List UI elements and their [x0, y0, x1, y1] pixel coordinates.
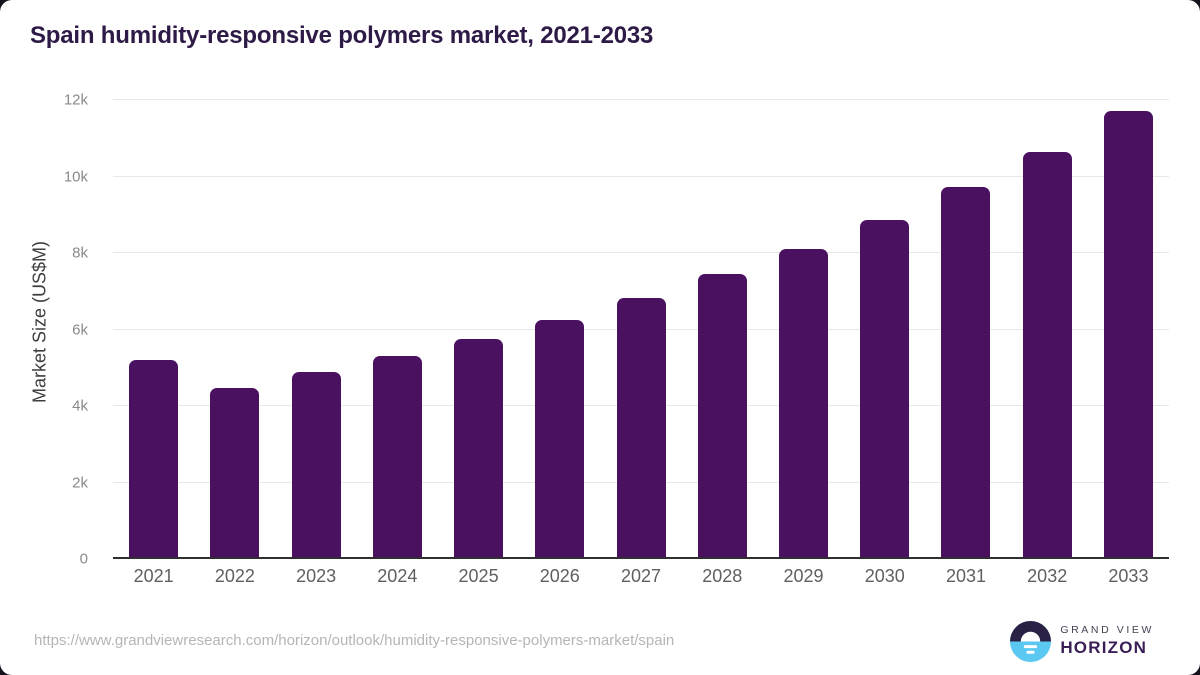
bar-slot-2030 [844, 100, 925, 559]
bar-2028[interactable] [697, 273, 747, 559]
x-label-2021: 2021 [133, 566, 174, 586]
bar-2030[interactable] [860, 219, 910, 559]
x-axis-line [113, 557, 1169, 559]
bar-slot-2026 [519, 100, 600, 559]
bar-2021[interactable] [129, 360, 179, 559]
bar-slot-2024 [357, 100, 438, 559]
y-tick-8k: 8k [72, 244, 88, 262]
horizon-sun-icon [1010, 621, 1052, 662]
bar-2024[interactable] [372, 355, 422, 559]
bar-slot-2033 [1088, 100, 1169, 559]
bar-2031[interactable] [941, 187, 991, 559]
bar-2026[interactable] [535, 319, 585, 559]
plot-area [113, 99, 1169, 559]
y-axis-ticks: 0 2k 4k 6k 8k 10k 12k [0, 92, 100, 568]
gridline-10k [113, 175, 1169, 177]
bar-slot-2032 [1007, 100, 1088, 559]
y-tick-2k: 2k [72, 474, 88, 492]
bar-slot-2022 [194, 100, 275, 559]
bar-2023[interactable] [291, 372, 341, 559]
logo-horizon-label: HORIZON [1060, 637, 1148, 657]
x-label-2027: 2027 [621, 566, 662, 586]
x-label-2025: 2025 [458, 566, 499, 586]
source-url: https://www.grandviewresearch.com/horizo… [34, 632, 675, 649]
bar-slot-2028 [682, 100, 763, 559]
x-label-2029: 2029 [783, 566, 824, 586]
x-label-2031: 2031 [945, 566, 986, 586]
bar-2032[interactable] [1022, 151, 1072, 559]
x-label-2030: 2030 [864, 566, 905, 586]
logo-grand-view-label: GRAND VIEW [1060, 624, 1154, 637]
bar-slot-2023 [275, 100, 356, 559]
bar-slot-2027 [600, 100, 681, 559]
y-tick-6k: 6k [72, 321, 88, 338]
x-label-2026: 2026 [539, 566, 580, 586]
x-label-2033: 2033 [1108, 566, 1149, 586]
bar-slot-2025 [438, 100, 519, 559]
bar-2027[interactable] [616, 298, 666, 559]
bar-2029[interactable] [778, 249, 828, 559]
gridline-12k [113, 99, 1169, 100]
chart-title: Spain humidity-responsive polymers marke… [30, 22, 654, 49]
grand-view-horizon-logo: GRAND VIEW HORIZON [1010, 621, 1154, 662]
x-label-2022: 2022 [214, 566, 255, 586]
y-tick-0: 0 [79, 550, 88, 568]
y-tick-12k: 12k [63, 91, 88, 109]
logo-text: GRAND VIEW HORIZON [1060, 625, 1154, 657]
bar-2025[interactable] [454, 338, 504, 559]
bar-slot-2031 [925, 100, 1006, 559]
x-axis-labels: 2021 2022 2023 2024 2025 2026 2027 2028 2029 2030… [113, 566, 1169, 587]
x-label-2024: 2024 [377, 566, 418, 586]
bar-2022[interactable] [210, 388, 260, 559]
x-label-2032: 2032 [1027, 566, 1068, 586]
y-tick-4k: 4k [72, 397, 88, 415]
x-label-2028: 2028 [702, 566, 743, 586]
x-label-2023: 2023 [296, 566, 337, 586]
bar-slot-2021 [113, 100, 194, 559]
bar-2033[interactable] [1103, 111, 1153, 559]
y-tick-10k: 10k [63, 168, 88, 185]
gridline-8k [113, 252, 1169, 254]
bar-series [113, 100, 1169, 559]
bar-slot-2029 [763, 100, 844, 559]
